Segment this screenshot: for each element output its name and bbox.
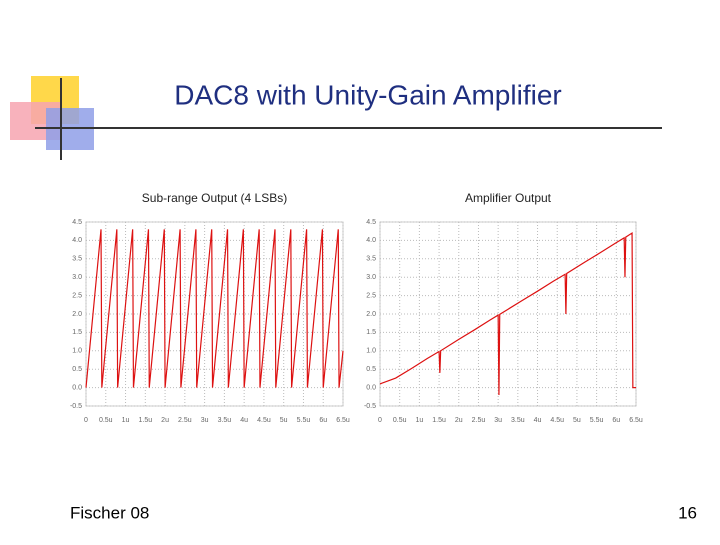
x-tick-label: 4.5u — [257, 417, 271, 424]
x-tick-label: 2.5u — [178, 417, 192, 424]
y-tick-label: 0.5 — [366, 366, 376, 373]
x-tick-label: 1.5u — [432, 417, 446, 424]
data-line — [85, 229, 344, 388]
x-tick-label: 6u — [319, 417, 327, 424]
x-tick-label: 6.5u — [629, 417, 643, 424]
y-tick-label: 4.0 — [366, 237, 376, 244]
x-tick-label: 0 — [378, 417, 382, 424]
y-tick-label: 1.0 — [366, 348, 376, 355]
y-tick-label: 1.5 — [72, 329, 82, 336]
y-tick-label: 3.0 — [366, 274, 376, 281]
y-tick-label: 3.5 — [366, 256, 376, 263]
footer: Fischer 08 — [70, 503, 149, 522]
x-tick-label: 3u — [494, 417, 502, 424]
x-tick-label: 2u — [161, 417, 169, 424]
x-tick-label: 4.5u — [550, 417, 564, 424]
x-tick-label: 3.5u — [218, 417, 232, 424]
x-tick-label: 5u — [280, 417, 288, 424]
x-tick-label: 2.5u — [472, 417, 486, 424]
x-tick-label: 5u — [573, 417, 581, 424]
x-tick-label: 2u — [455, 417, 463, 424]
y-tick-label: -0.5 — [364, 403, 376, 410]
y-tick-label: 4.0 — [72, 237, 82, 244]
x-tick-label: 5.5u — [297, 417, 311, 424]
y-tick-label: 2.5 — [72, 292, 82, 299]
y-tick-label: 1.0 — [72, 348, 82, 355]
y-tick-label: 1.5 — [366, 329, 376, 336]
slide-title: DAC8 with Unity-Gain Amplifier — [174, 79, 561, 110]
y-tick-label: 4.5 — [366, 219, 376, 226]
y-tick-label: 3.5 — [72, 256, 82, 263]
y-tick-label: 2.0 — [72, 311, 82, 318]
y-tick-label: 0.0 — [366, 384, 376, 391]
x-tick-label: 4u — [534, 417, 542, 424]
y-tick-label: 4.5 — [72, 219, 82, 226]
y-tick-label: 2.5 — [366, 292, 376, 299]
chart-title: Amplifier Output — [465, 191, 552, 205]
chart-title: Sub-range Output (4 LSBs) — [142, 191, 287, 205]
x-tick-label: 1.5u — [138, 417, 152, 424]
x-tick-label: 5.5u — [590, 417, 604, 424]
x-tick-label: 6.5u — [336, 417, 350, 424]
plot-area — [379, 221, 637, 407]
x-tick-label: 6u — [612, 417, 620, 424]
x-tick-label: 1u — [122, 417, 130, 424]
page-number: 16 — [678, 503, 697, 522]
y-tick-label: 2.0 — [366, 311, 376, 318]
y-tick-label: 3.0 — [72, 274, 82, 281]
y-tick-label: 0.5 — [72, 366, 82, 373]
y-tick-label: -0.5 — [70, 403, 82, 410]
x-tick-label: 3.5u — [511, 417, 525, 424]
x-tick-label: 0.5u — [99, 417, 113, 424]
y-tick-label: 0.0 — [72, 384, 82, 391]
x-tick-label: 0 — [84, 417, 88, 424]
x-tick-label: 4u — [240, 417, 248, 424]
x-tick-label: 0.5u — [393, 417, 407, 424]
x-tick-label: 1u — [415, 417, 423, 424]
x-tick-label: 3u — [201, 417, 209, 424]
data-line — [379, 231, 636, 395]
